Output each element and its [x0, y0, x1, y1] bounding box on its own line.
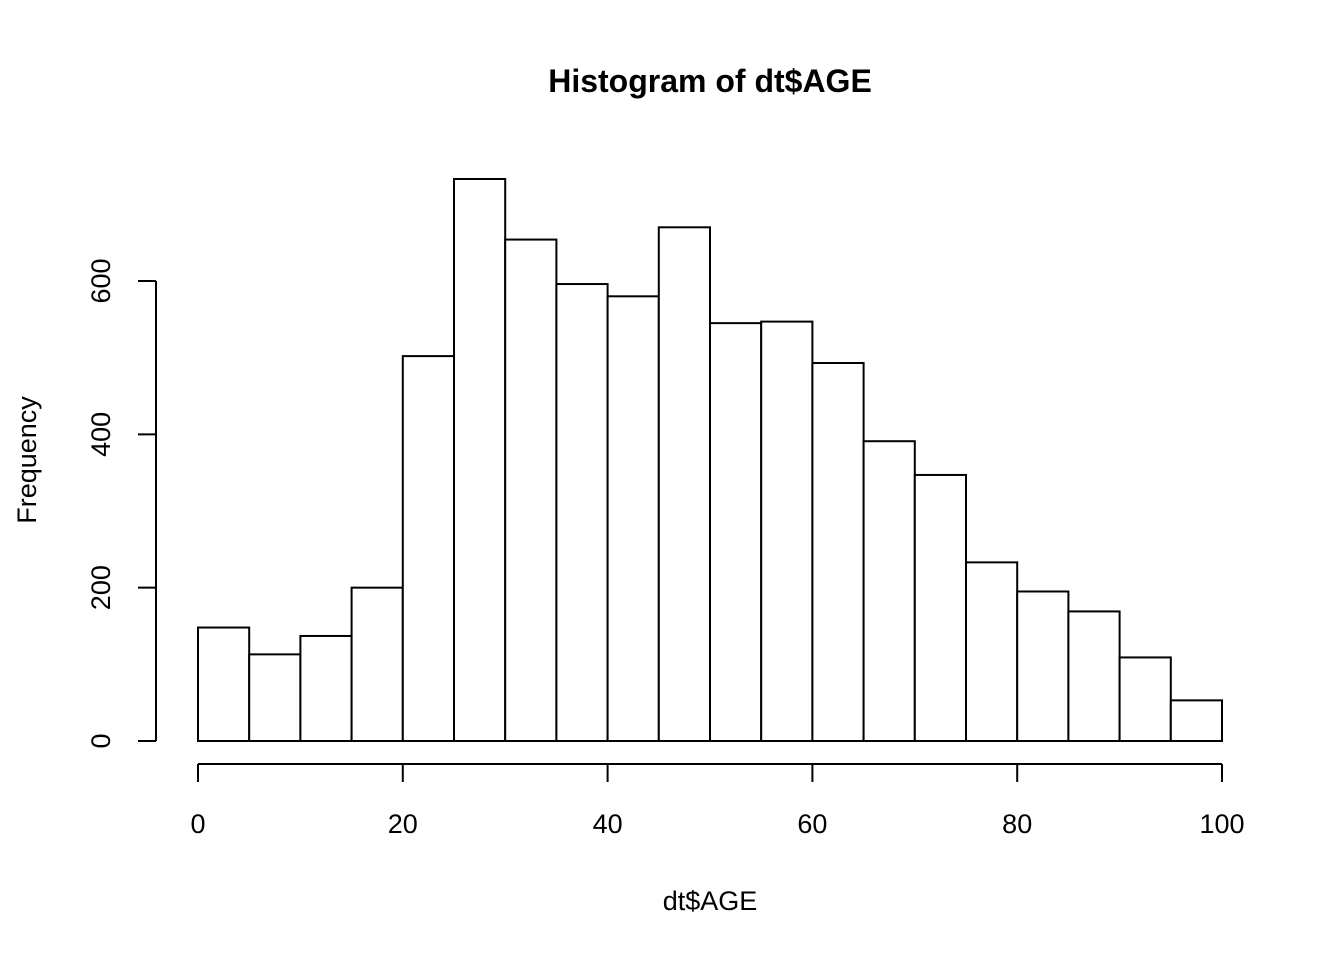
histogram-bar — [606, 295, 660, 742]
x-tick-label: 20 — [388, 809, 418, 839]
y-tick-label: 200 — [86, 565, 116, 610]
histogram-bar — [1067, 610, 1121, 743]
x-tick-label: 80 — [1002, 809, 1032, 839]
histogram-bar — [1169, 699, 1224, 742]
y-tick-label: 400 — [86, 412, 116, 457]
chart-title: Histogram of dt$AGE — [548, 63, 872, 99]
histogram-bar — [657, 226, 711, 743]
x-tick-label: 0 — [190, 809, 205, 839]
histogram-bar — [350, 586, 404, 743]
histogram-bar — [555, 283, 609, 742]
y-axis: 0 200 400 600 — [86, 258, 157, 749]
histogram-bar — [401, 355, 455, 742]
histogram-bar — [299, 634, 353, 743]
histogram-bar — [248, 653, 302, 742]
y-tick-label: 0 — [86, 733, 116, 748]
histogram-bar — [913, 473, 967, 742]
x-axis: 0 20 40 60 80 100 — [190, 763, 1245, 839]
x-tick-label: 60 — [797, 809, 827, 839]
histogram-bar — [760, 320, 814, 742]
histogram-bar — [504, 238, 558, 743]
x-tick-label: 40 — [593, 809, 623, 839]
histogram-bar — [862, 440, 916, 742]
histogram-bar — [965, 561, 1019, 743]
histogram-bar — [709, 322, 763, 742]
histogram-bar — [197, 626, 251, 743]
y-axis-label: Frequency — [12, 396, 42, 524]
x-tick-label: 100 — [1199, 809, 1244, 839]
bars-group — [197, 178, 1224, 743]
histogram-bar — [811, 362, 865, 742]
histogram-bar — [1118, 656, 1172, 743]
x-axis-label: dt$AGE — [663, 886, 758, 916]
histogram-bar — [453, 178, 507, 742]
histogram-bar — [1016, 590, 1070, 743]
y-tick-label: 600 — [86, 258, 116, 303]
